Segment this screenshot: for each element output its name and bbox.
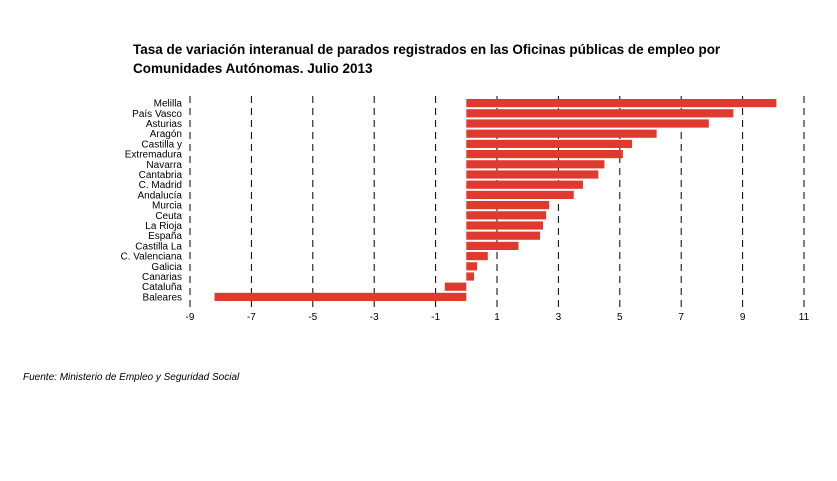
bar-13	[466, 231, 540, 240]
bar-9	[466, 190, 574, 199]
bar-18	[444, 282, 467, 291]
category-label-9: Andalucía	[138, 190, 183, 201]
chart-title: Tasa de variación interanual de parados …	[133, 40, 793, 78]
category-label-7: Cantabria	[139, 170, 183, 181]
bar-5	[466, 150, 623, 159]
bar-17	[466, 272, 474, 281]
category-label-4: Castilla y	[141, 139, 182, 150]
category-label-13: España	[148, 231, 182, 242]
bar-12	[466, 221, 544, 230]
category-label-17: Canarias	[142, 272, 182, 283]
x-tick-label-0: -9	[186, 312, 195, 323]
bar-10	[466, 201, 550, 210]
chart-title-line-2: Comunidades Autónomas. Julio 2013	[133, 61, 373, 76]
category-label-12: La Rioja	[145, 221, 182, 232]
category-label-0: Melilla	[154, 99, 183, 110]
category-label-3: Aragón	[150, 129, 182, 140]
bar-4	[466, 139, 633, 148]
bar-8	[466, 180, 583, 189]
x-tick-label-6: 3	[556, 312, 562, 323]
bar-16	[466, 262, 478, 271]
chart-title-line-1: Tasa de variación interanual de parados …	[133, 42, 721, 57]
category-label-10: Murcia	[152, 201, 182, 212]
x-tick-label-2: -5	[308, 312, 317, 323]
x-tick-label-4: -1	[431, 312, 440, 323]
x-tick-label-1: -7	[247, 312, 256, 323]
bar-0	[466, 99, 777, 108]
x-tick-label-10: 11	[799, 312, 810, 323]
category-label-5: Extremadura	[125, 150, 183, 161]
bar-19	[214, 292, 467, 301]
bar-2	[466, 119, 709, 128]
category-label-11: Ceuta	[155, 211, 182, 222]
category-label-8: C. Madrid	[139, 180, 182, 191]
bar-15	[466, 252, 488, 261]
category-label-6: Navarra	[146, 160, 182, 171]
x-tick-label-3: -3	[370, 312, 379, 323]
category-label-14: Castilla La	[135, 241, 182, 252]
category-label-2: Asturias	[146, 119, 182, 130]
x-tick-label-8: 7	[678, 312, 684, 323]
x-tick-label-5: 1	[494, 312, 500, 323]
bar-6	[466, 160, 605, 169]
source-note: Fuente: Ministerio de Empleo y Seguridad…	[23, 372, 240, 383]
category-label-16: Galicia	[151, 262, 182, 273]
category-label-15: C. Valenciana	[120, 252, 182, 263]
bar-7	[466, 170, 599, 179]
bar-11	[466, 211, 547, 220]
bar-3	[466, 129, 657, 138]
category-label-19: Baleares	[143, 292, 182, 303]
x-tick-label-7: 5	[617, 312, 623, 323]
category-label-18: Cataluña	[142, 282, 182, 293]
bar-1	[466, 109, 734, 118]
bar-14	[466, 241, 519, 250]
category-label-1: País Vasco	[132, 109, 182, 120]
x-tick-label-9: 9	[740, 312, 746, 323]
